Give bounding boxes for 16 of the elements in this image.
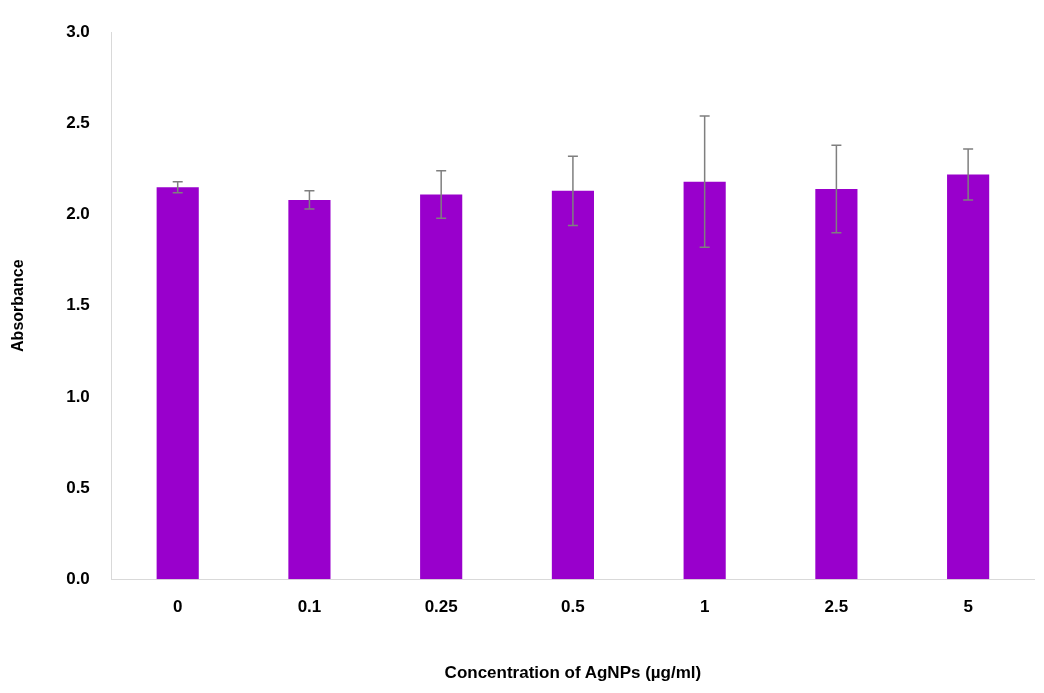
y-axis-title: Absorbance (9, 259, 27, 352)
x-tick-label: 5 (963, 597, 973, 617)
x-tick-label: 0.1 (297, 597, 322, 617)
x-tick-label: 2.5 (824, 597, 849, 617)
y-tick-label: 2.0 (66, 204, 90, 224)
y-tick-label: 2.5 (66, 113, 90, 133)
x-tick-label: 0.25 (424, 597, 458, 617)
y-tick-label: 3.0 (66, 21, 90, 41)
y-tick-label: 1.0 (66, 386, 90, 406)
y-tick-label: 0.5 (66, 477, 90, 497)
y-tick-label: 0.0 (66, 568, 90, 588)
x-axis-title: Concentration of AgNPs (µg/ml) (444, 663, 702, 683)
y-tick-label: 1.5 (66, 295, 90, 315)
x-tick-label: 0.5 (561, 597, 585, 617)
x-tick-label: 0 (172, 597, 183, 617)
x-tick-label: 1 (699, 597, 710, 617)
